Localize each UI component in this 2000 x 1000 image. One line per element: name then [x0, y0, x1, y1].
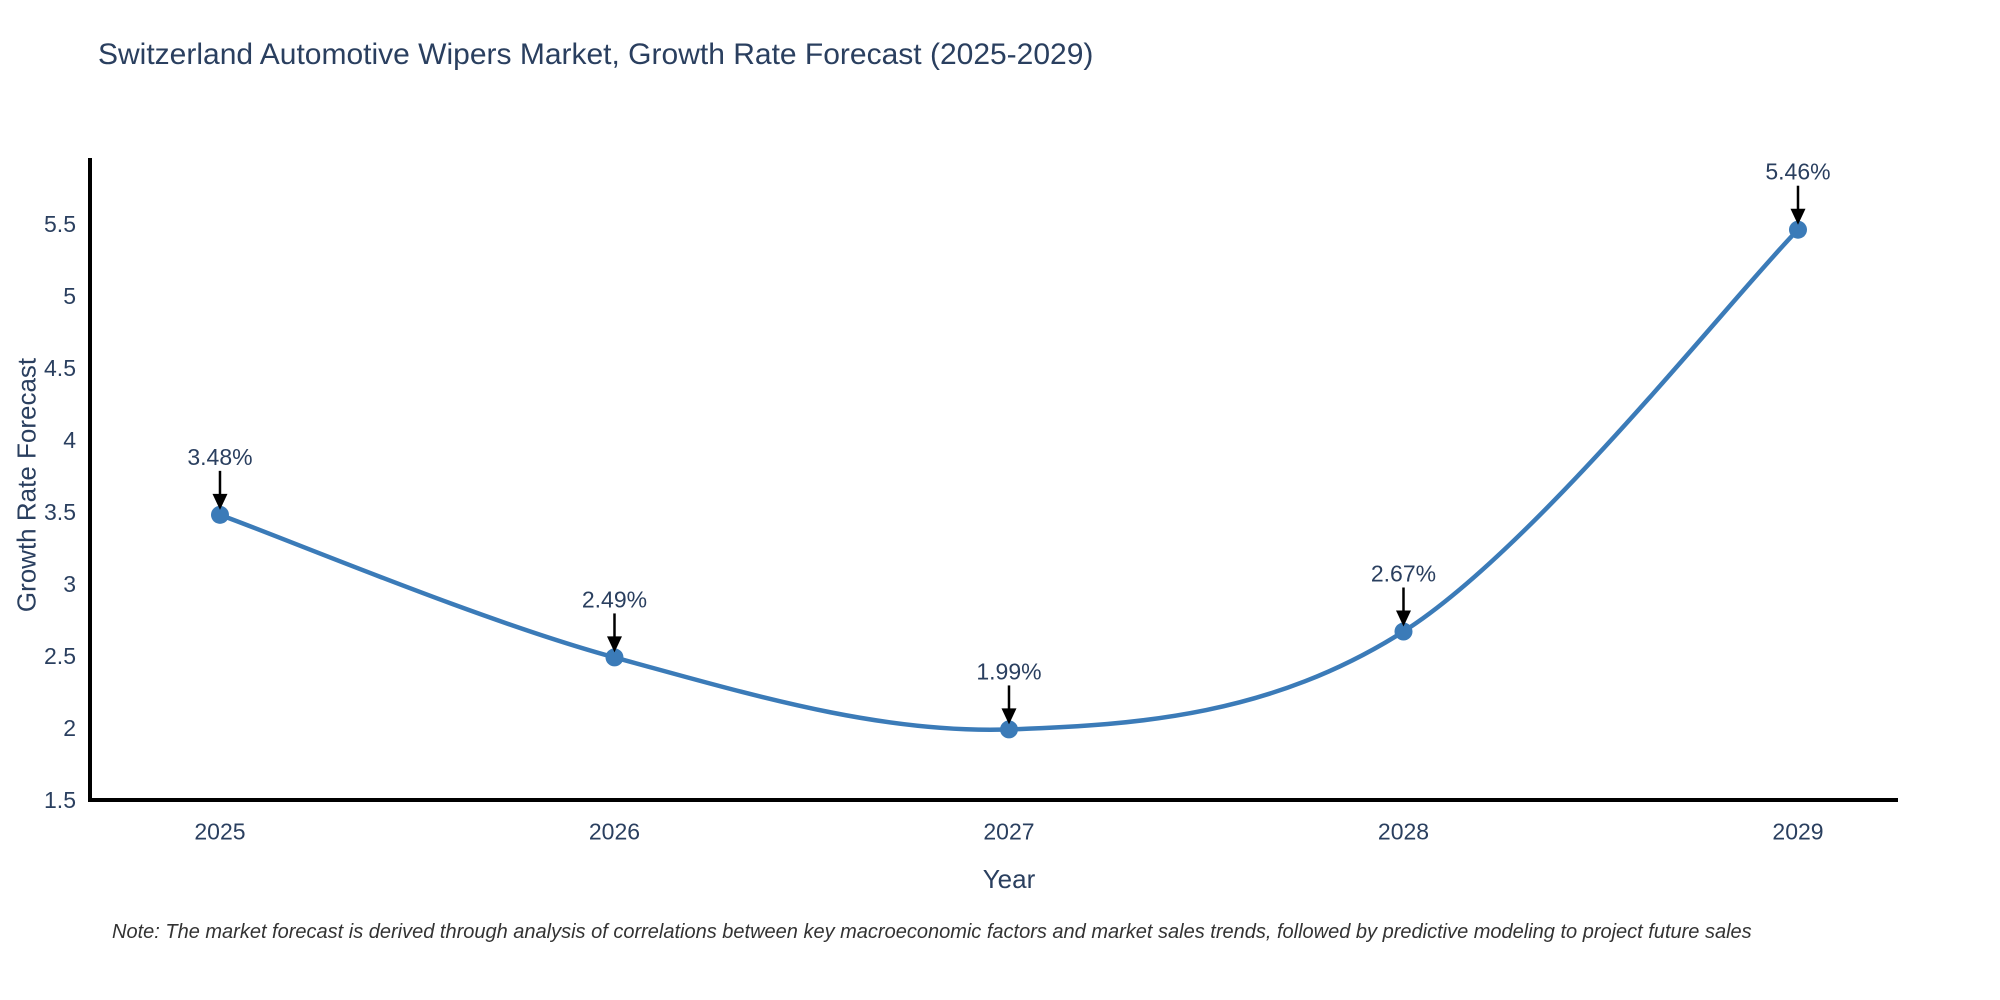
y-tick-label: 2: [63, 715, 76, 741]
y-tick-label: 5: [63, 283, 76, 309]
chart-title: Switzerland Automotive Wipers Market, Gr…: [98, 38, 1094, 71]
annotation-arrowhead: [1790, 208, 1806, 225]
data-point: [1788, 220, 1807, 239]
y-tick-label: 4.5: [44, 355, 76, 381]
chart-note: Note: The market forecast is derived thr…: [112, 921, 1752, 943]
x-tick-label: 2026: [589, 819, 640, 845]
data-point: [605, 648, 624, 667]
annotation-arrowhead: [606, 636, 622, 653]
y-tick-label: 1.5: [44, 787, 76, 813]
x-tick-label: 2029: [1772, 819, 1823, 845]
x-tick-label: 2027: [983, 819, 1034, 845]
point-value-label: 2.49%: [582, 586, 647, 612]
annotation-arrowhead: [1001, 708, 1017, 725]
data-point: [210, 505, 229, 524]
data-point: [999, 720, 1018, 739]
data-point: [1394, 622, 1413, 641]
y-axis-title: Growth Rate Forecast: [11, 357, 42, 613]
point-value-label: 5.46%: [1765, 159, 1830, 185]
x-tick-label: 2025: [194, 819, 245, 845]
y-tick-label: 3.5: [44, 499, 76, 525]
x-tick-label: 2028: [1378, 819, 1429, 845]
point-value-label: 1.99%: [976, 658, 1041, 684]
y-tick-label: 3: [63, 571, 76, 597]
y-tick-label: 4: [63, 427, 76, 453]
x-axis-title: Year: [982, 864, 1036, 894]
point-value-label: 2.67%: [1371, 561, 1436, 587]
y-tick-label: 2.5: [44, 643, 76, 669]
annotation-arrowhead: [1395, 610, 1411, 627]
forecast-line: [217, 227, 1801, 732]
y-tick-label: 5.5: [44, 211, 76, 237]
annotation-arrowhead: [212, 493, 228, 510]
point-value-label: 3.48%: [187, 444, 252, 470]
